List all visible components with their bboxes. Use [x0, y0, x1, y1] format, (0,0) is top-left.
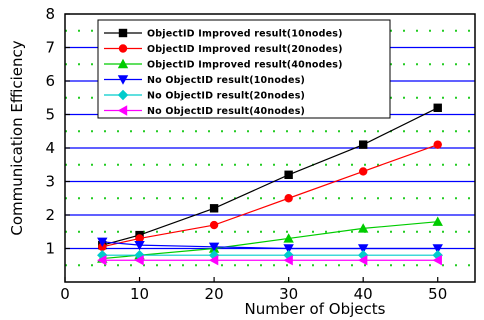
y-tick-label: 4	[45, 139, 55, 157]
y-tick-label: 5	[45, 106, 55, 124]
legend-marker	[117, 75, 129, 85]
y-tick-label: 7	[45, 39, 55, 57]
data-point	[432, 244, 443, 254]
data-point	[134, 240, 145, 251]
legend-item: No ObjectID result(20nodes)	[104, 89, 305, 102]
x-tick-label: 0	[60, 285, 70, 303]
data-point	[283, 244, 294, 254]
data-point	[433, 140, 442, 149]
data-point	[134, 255, 144, 266]
data-point	[284, 194, 293, 203]
series-3	[97, 216, 443, 263]
y-tick-label: 3	[45, 173, 55, 191]
data-point	[209, 220, 219, 230]
legend-box	[97, 19, 391, 119]
legend-item: ObjectID Improved result(40nodes)	[104, 58, 343, 71]
y-tick-label: 1	[45, 240, 55, 258]
series-line	[102, 221, 438, 260]
y-axis-label: Communication Efficiency	[8, 40, 26, 235]
legend-item: No ObjectID result(10nodes)	[104, 75, 305, 86]
legend-label: ObjectID Improved result(10nodes)	[147, 29, 343, 40]
series-layer	[97, 103, 443, 266]
axes: 0 10 20 30 40 50 1 2 3 4 5 6 7 8	[45, 5, 447, 303]
series-line	[102, 241, 438, 250]
x-axis-label: Number of Objects	[245, 300, 386, 318]
data-point	[357, 244, 369, 254]
y-tick-label: 2	[45, 206, 55, 224]
legend-marker	[117, 89, 129, 101]
data-point	[97, 255, 107, 266]
data-point	[433, 103, 442, 112]
series-4	[97, 237, 443, 254]
series-6	[97, 255, 442, 266]
x-tick-label: 40	[354, 285, 373, 303]
x-tick-label: 20	[205, 285, 224, 303]
data-point	[135, 234, 144, 243]
legend-marker	[117, 58, 129, 69]
data-point	[97, 237, 108, 247]
legend-item: No ObjectID result(40nodes)	[104, 105, 305, 117]
data-point	[284, 170, 293, 179]
data-point	[357, 255, 368, 266]
x-tick-label: 10	[130, 285, 149, 303]
y-tick-label: 8	[45, 5, 55, 23]
data-point	[357, 223, 369, 233]
series-line	[102, 107, 438, 246]
data-point	[208, 255, 219, 266]
data-point	[209, 204, 219, 213]
legend-label: ObjectID Improved result(20nodes)	[147, 44, 343, 55]
legend-label: No ObjectID result(20nodes)	[147, 91, 305, 102]
data-point	[358, 140, 368, 149]
data-point	[208, 242, 220, 253]
legend-item: ObjectID Improved result(10nodes)	[104, 29, 343, 40]
legend-item: ObjectID Improved result(20nodes)	[104, 44, 343, 55]
legend-label: No ObjectID result(40nodes)	[147, 106, 305, 117]
legend: ObjectID Improved result(10nodes) ObjectI…	[97, 19, 391, 119]
legend-label: ObjectID Improved result(40nodes)	[147, 60, 343, 71]
x-tick-label: 50	[428, 285, 447, 303]
data-point	[283, 233, 294, 243]
series-5	[97, 250, 443, 261]
y-tick-label: 6	[45, 72, 55, 90]
x-tick-label: 30	[279, 285, 298, 303]
legend-marker	[117, 105, 128, 116]
data-point	[432, 255, 442, 266]
series-line	[102, 144, 438, 248]
series-2	[98, 140, 442, 252]
data-point	[432, 216, 443, 226]
legend-marker	[118, 44, 128, 53]
legend-marker	[118, 28, 128, 38]
series-1	[98, 103, 442, 250]
data-point	[283, 255, 293, 266]
legend-label: No ObjectID result(10nodes)	[147, 75, 305, 86]
data-point	[358, 167, 368, 176]
